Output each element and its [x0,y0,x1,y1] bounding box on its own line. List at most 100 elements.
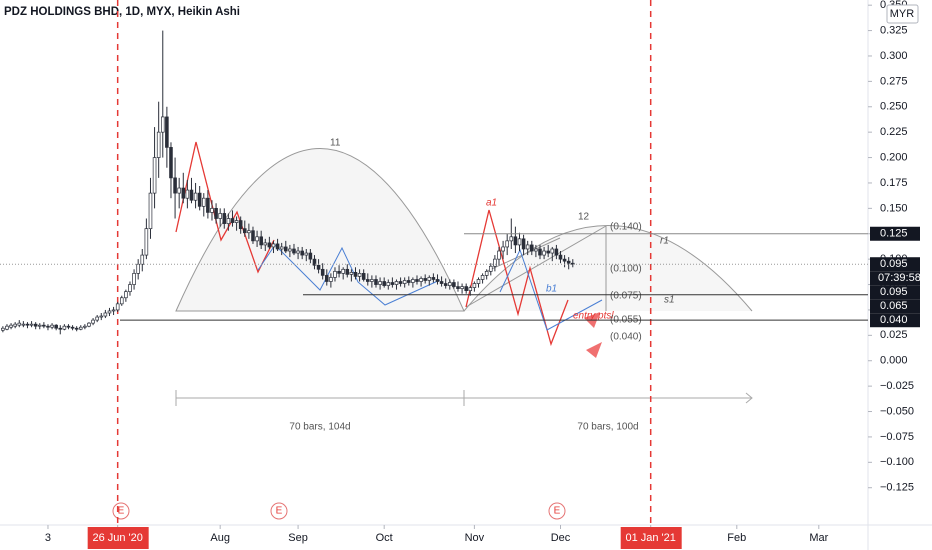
candle-body [484,270,489,276]
candle-body [83,325,87,328]
date-marker-box [620,527,682,549]
candle-body [206,197,210,213]
x-tick-label: Sep [288,532,308,544]
y-tick-label: 0.200 [880,151,908,163]
candle-body [103,312,108,317]
range-label: 70 bars, 104d [289,422,350,433]
price-label: 0.065 [880,300,908,312]
candle-body [99,315,104,318]
candle-body [324,275,329,282]
candle-body [390,282,395,285]
channel-line [465,225,607,308]
candle-body [497,250,501,260]
candle-body [509,236,514,242]
y-tick-label: −0.050 [880,405,914,417]
candle-body [443,283,448,286]
annotation: (0.100) [610,264,642,275]
candle-body [480,275,485,280]
price-label-box [870,285,920,300]
x-tick-label: 26 Jun '20 [92,532,142,544]
candle-body [25,323,30,326]
x-tick-label: 01 Jan '21 [625,532,675,544]
candle-body [193,192,198,201]
candle-body [345,268,350,275]
candle-body [13,323,17,327]
y-tick-label: 0.225 [880,126,908,138]
earnings-circle [548,502,566,520]
candle-body [464,286,468,291]
candle-body [312,258,317,266]
y-tick-label: 0.175 [880,177,908,189]
candle-body [411,279,415,283]
candle-body [95,316,99,321]
candle-body [505,240,509,248]
candle-body [452,282,456,287]
annotation: 11 [330,138,341,149]
countdown: 07:39:58 [878,272,921,284]
candle-body [566,260,571,264]
candle-body [271,243,276,248]
candle-body [58,327,63,330]
earnings-label[interactable]: E [276,506,283,517]
candle-body [489,265,493,272]
y-tick-label: −0.100 [880,456,914,468]
annotation: 12 [578,212,590,223]
channel-line [484,237,561,273]
candle-body [226,218,231,224]
price-label-box [870,257,920,272]
candle-body [136,263,140,274]
candle-body [300,250,304,256]
x-tick-label: Nov [465,532,485,544]
annotation: (0.040) [610,332,642,343]
range-label: 70 bars, 100d [577,422,638,433]
earnings-markers: E E E [112,502,566,520]
candle-body [242,228,247,234]
drawings: 11 12 a1 b1 r1 s1 entry ptsl (0.140) (0.… [112,138,753,520]
candle-body [296,250,300,254]
candle-body [542,250,546,256]
candle-body [353,272,358,277]
candle-body [234,220,239,223]
candle-body [46,325,50,328]
arrow-icons [584,312,602,358]
candle-body [427,277,432,281]
candles [1,30,575,335]
annotation: b1 [546,284,557,295]
candle-body [361,273,366,280]
candle-body [513,236,518,246]
candle-body [218,213,222,219]
candle-body [197,192,202,207]
candle-body [189,189,194,201]
candle-body [222,213,227,224]
candle-body [288,248,292,252]
earnings-label[interactable]: E [118,506,125,517]
candle-body [148,192,153,230]
earnings-label[interactable]: E [554,506,561,517]
candle-body [54,324,58,329]
candle-body [33,323,38,327]
candle-body [160,116,165,133]
candle-body [1,327,5,331]
price-label-box [870,226,920,241]
candle-body [460,286,464,289]
annotation: r1 [660,236,669,247]
candle-body [169,147,173,179]
arc-11 [175,148,465,312]
candle-body [357,273,362,277]
candle-body [365,279,370,282]
candle-body [530,244,534,252]
candle-body [398,281,403,284]
candle-body [66,325,71,328]
candle-body [267,242,272,248]
annotation: entry ptsl [573,311,614,322]
countdown-box [870,271,920,286]
red-zigzag [465,209,569,347]
candle-body [230,218,235,223]
candle-body [534,248,538,252]
candle-body [472,283,477,288]
candle-body [386,282,391,286]
candle-body [78,326,83,330]
candle-body [210,208,214,213]
candle-body [476,279,481,284]
candle-body [415,279,419,282]
